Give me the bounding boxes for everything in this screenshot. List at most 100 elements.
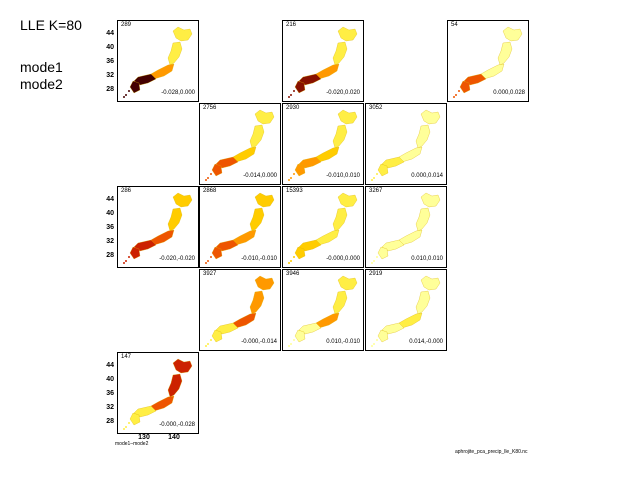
honshu-north-region — [249, 207, 265, 232]
panel-count: 2919 — [369, 271, 383, 277]
honshu-north-region — [497, 41, 513, 66]
island-dot — [376, 256, 378, 258]
mode-legend: mode1 mode2 — [20, 59, 63, 93]
x-tick-label: 130 — [138, 434, 150, 441]
panel-coordinates: 0.000,0.028 — [493, 90, 525, 96]
kyushu-region — [129, 412, 141, 426]
honshu-north-region — [415, 124, 431, 149]
panel-coordinates: 0.014,-0.000 — [409, 339, 443, 345]
y-tick-label: 40 — [106, 376, 114, 383]
panel-coordinates: -0.010,-0.010 — [241, 256, 277, 262]
map-panel: 2756 -0.014,0.000 — [199, 103, 281, 185]
honshu-north-region — [167, 373, 183, 398]
island-dot — [210, 339, 212, 341]
kyushu-region — [211, 163, 223, 177]
western-honshu-region — [133, 73, 157, 86]
japan-map — [123, 192, 193, 264]
panel-count: 54 — [451, 22, 458, 28]
panel-count: 216 — [286, 22, 297, 28]
panel-count: 289 — [121, 22, 132, 28]
mode-label-2: mode2 — [20, 76, 63, 92]
western-honshu-region — [463, 73, 487, 86]
island-dot — [205, 345, 207, 347]
y-tick-label: 28 — [106, 418, 114, 425]
map-panel: 286 -0.020,-0.020 — [117, 186, 199, 268]
western-honshu-region — [133, 405, 157, 418]
honshu-center-region — [232, 146, 257, 163]
chart-title: LLE K=80 — [20, 17, 82, 33]
island-dot — [290, 260, 292, 262]
island-dot — [128, 422, 130, 424]
island-dot — [288, 179, 290, 181]
hokkaido-region — [172, 26, 193, 42]
panel-count: 2756 — [203, 105, 217, 111]
island-dot — [205, 262, 207, 264]
japan-map — [371, 109, 441, 181]
kyushu-region — [294, 80, 306, 94]
western-honshu-region — [215, 322, 239, 335]
honshu-north-region — [415, 207, 431, 232]
island-dot — [288, 345, 290, 347]
mode-label-1: mode1 — [20, 59, 63, 75]
panel-count: 15393 — [286, 188, 303, 194]
island-dot — [293, 256, 295, 258]
western-honshu-region — [381, 322, 405, 335]
honshu-center-region — [315, 312, 340, 329]
honshu-north-region — [332, 41, 348, 66]
western-honshu-region — [215, 239, 239, 252]
japan-map — [288, 275, 358, 347]
map-panel: 3946 0.010,-0.010 — [282, 269, 364, 351]
map-panel: 54 0.000,0.028 — [447, 20, 529, 102]
hokkaido-region — [254, 109, 275, 125]
honshu-center-region — [315, 63, 340, 80]
kyushu-region — [377, 163, 389, 177]
hokkaido-region — [337, 109, 358, 125]
western-honshu-region — [298, 239, 322, 252]
hokkaido-region — [172, 358, 193, 374]
panel-coordinates: 0.000,0.014 — [411, 173, 443, 179]
island-dot — [453, 96, 455, 98]
honshu-north-region — [167, 207, 183, 232]
japan-map — [123, 358, 193, 430]
island-dot — [125, 260, 127, 262]
japan-map — [205, 275, 275, 347]
map-panel: 15393 -0.000,0.000 — [282, 186, 364, 268]
island-dot — [290, 177, 292, 179]
y-tick-label: 32 — [106, 238, 114, 245]
panel-count: 3052 — [369, 105, 383, 111]
japan-map — [123, 26, 193, 98]
map-panel: 2868 -0.010,-0.010 — [199, 186, 281, 268]
panel-coordinates: -0.010,0.010 — [326, 173, 360, 179]
island-dot — [293, 339, 295, 341]
map-panel: 2919 0.014,-0.000 — [365, 269, 447, 351]
island-dot — [210, 256, 212, 258]
panel-count: 3946 — [286, 271, 300, 277]
honshu-north-region — [249, 124, 265, 149]
island-dot — [205, 179, 207, 181]
japan-map — [288, 26, 358, 98]
island-dot — [207, 260, 209, 262]
map-panel: 147 -0.000,-0.028 — [117, 352, 199, 434]
panel-coordinates: 0.010,-0.010 — [326, 339, 360, 345]
source-filename: aphrojite_pca_precip_lle_K80.nc — [455, 449, 528, 455]
island-dot — [288, 262, 290, 264]
western-honshu-region — [133, 239, 157, 252]
island-dot — [207, 177, 209, 179]
y-tick-label: 32 — [106, 404, 114, 411]
map-panel: 3267 0.010,0.010 — [365, 186, 447, 268]
honshu-center-region — [398, 312, 423, 329]
y-tick-label: 44 — [106, 362, 114, 369]
hokkaido-region — [254, 192, 275, 208]
island-dot — [290, 343, 292, 345]
honshu-center-region — [315, 146, 340, 163]
map-panel: 289 -0.028,0.000 — [117, 20, 199, 102]
honshu-center-region — [398, 229, 423, 246]
panel-count: 3927 — [203, 271, 217, 277]
hokkaido-region — [420, 275, 441, 291]
panel-coordinates: -0.014,0.000 — [243, 173, 277, 179]
kyushu-region — [129, 246, 141, 260]
kyushu-region — [459, 80, 471, 94]
y-tick-label: 36 — [106, 224, 114, 231]
y-tick-label: 28 — [106, 86, 114, 93]
western-honshu-region — [381, 239, 405, 252]
